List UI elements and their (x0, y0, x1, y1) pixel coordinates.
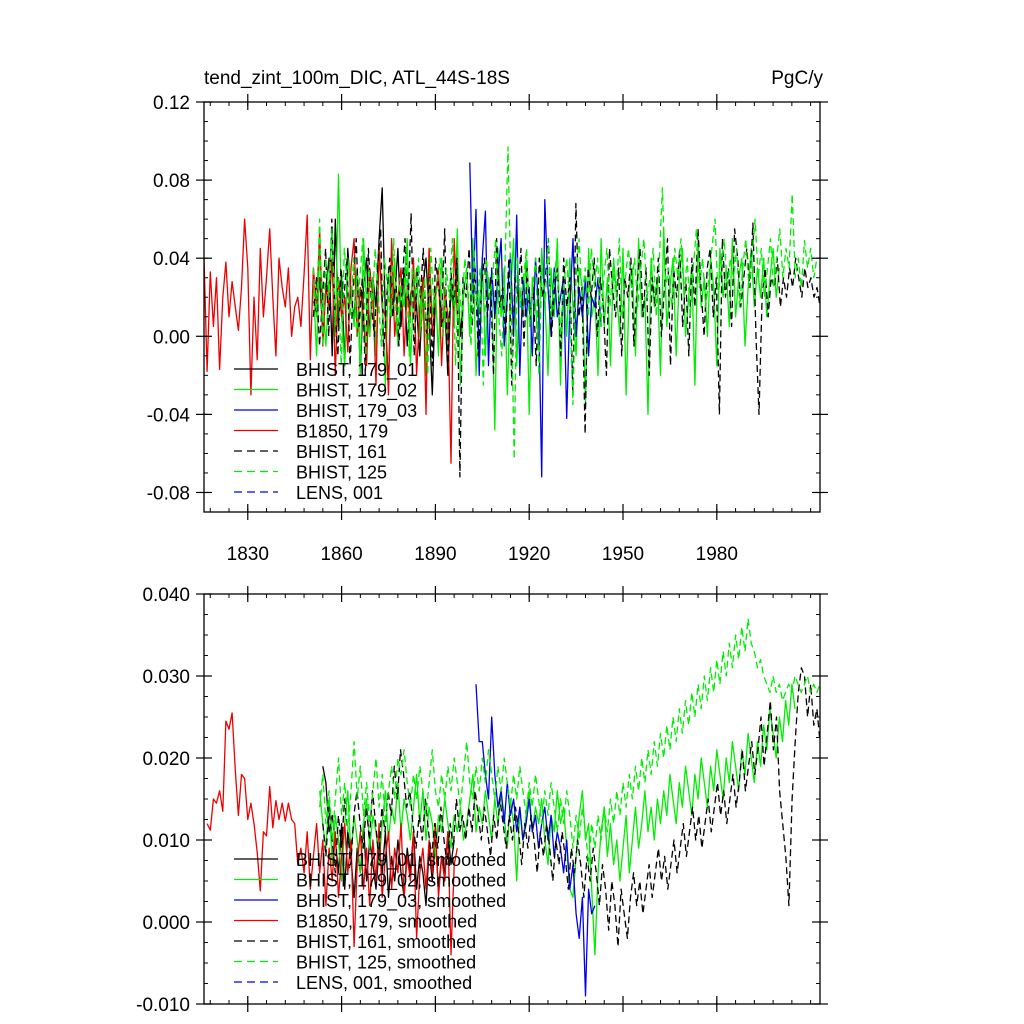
bottom-series-line-0 (322, 766, 455, 907)
top-series-layer (204, 146, 820, 478)
top-legend-label: BHIST, 179_01 (296, 360, 417, 381)
bottom-legend-label: LENS, 001, smoothed (296, 973, 472, 993)
top-x-tick-label: 1920 (508, 544, 550, 565)
bottom-y-tick-label: 0.030 (142, 667, 190, 688)
bottom-legend-label: BHIST, 125, smoothed (296, 953, 476, 973)
top-y-tick-label: 0.08 (153, 171, 190, 192)
bottom-series-line-3 (206, 712, 458, 956)
bottom-series-line-1 (319, 683, 796, 956)
bottom-y-tick-label: 0.040 (142, 585, 190, 606)
top-legend-label: BHIST, 161 (296, 442, 387, 462)
bottom-tick-layer: -0.010 0.000 0.010 0.020 0.030 0.040 (136, 585, 828, 1016)
top-y-tick-label: 0.12 (153, 93, 190, 114)
top-series-line-1 (312, 173, 781, 431)
bottom-y-tick-label: -0.010 (136, 995, 190, 1016)
bottom-legend-label: BHIST, 179_03, smoothed (296, 891, 506, 912)
top-x-tick-label: 1950 (602, 544, 644, 565)
top-y-tick-label: -0.04 (147, 405, 191, 426)
bottom-legend-label: B1850, 179, smoothed (296, 912, 477, 932)
bottom-chart: -0.010 0.000 0.010 0.020 0.030 0.040 BHIST, 1… (136, 585, 828, 1016)
top-y-tick-label: 0.04 (153, 249, 190, 270)
top-x-tick-label: 1980 (696, 544, 738, 565)
top-series-line-5 (312, 146, 818, 460)
bottom-series-layer (206, 617, 820, 997)
top-y-tick-label: -0.08 (147, 483, 190, 504)
top-chart-title: tend_zint_100m_DIC, ATL_44S-18S (204, 68, 510, 89)
bottom-series-line-5 (319, 617, 820, 866)
bottom-y-tick-label: 0.010 (142, 831, 190, 852)
bottom-y-tick-label: 0.020 (142, 749, 190, 770)
bottom-legend-label: BHIST, 161, smoothed (296, 932, 476, 952)
top-legend-label: LENS, 001 (296, 483, 383, 503)
bottom-y-tick-label: 0.000 (142, 913, 190, 934)
bottom-legend-label: BHIST, 179_02, smoothed (296, 871, 506, 892)
top-x-tick-label: 1860 (320, 544, 362, 565)
top-chart-units: PgC/y (771, 68, 823, 89)
bottom-legend-label: BHIST, 179_01, smoothed (296, 850, 506, 871)
top-legend-label: BHIST, 179_02 (296, 381, 417, 402)
top-legend-label: B1850, 179 (296, 422, 388, 442)
top-y-tick-label: 0.00 (153, 327, 190, 348)
top-x-tick-label: 1890 (414, 544, 456, 565)
bottom-series-line-4 (322, 667, 820, 948)
top-legend-label: BHIST, 125 (296, 463, 387, 483)
top-chart: tend_zint_100m_DIC, ATL_44S-18S PgC/y -0… (147, 68, 828, 565)
top-tick-layer: -0.08 -0.04 0.00 0.04 0.08 0.12 1830 1860 1890 19… (147, 93, 828, 565)
top-plot-frame (203, 101, 821, 513)
top-x-tick-label: 1830 (227, 544, 269, 565)
top-legend-label: BHIST, 179_03 (296, 401, 417, 422)
